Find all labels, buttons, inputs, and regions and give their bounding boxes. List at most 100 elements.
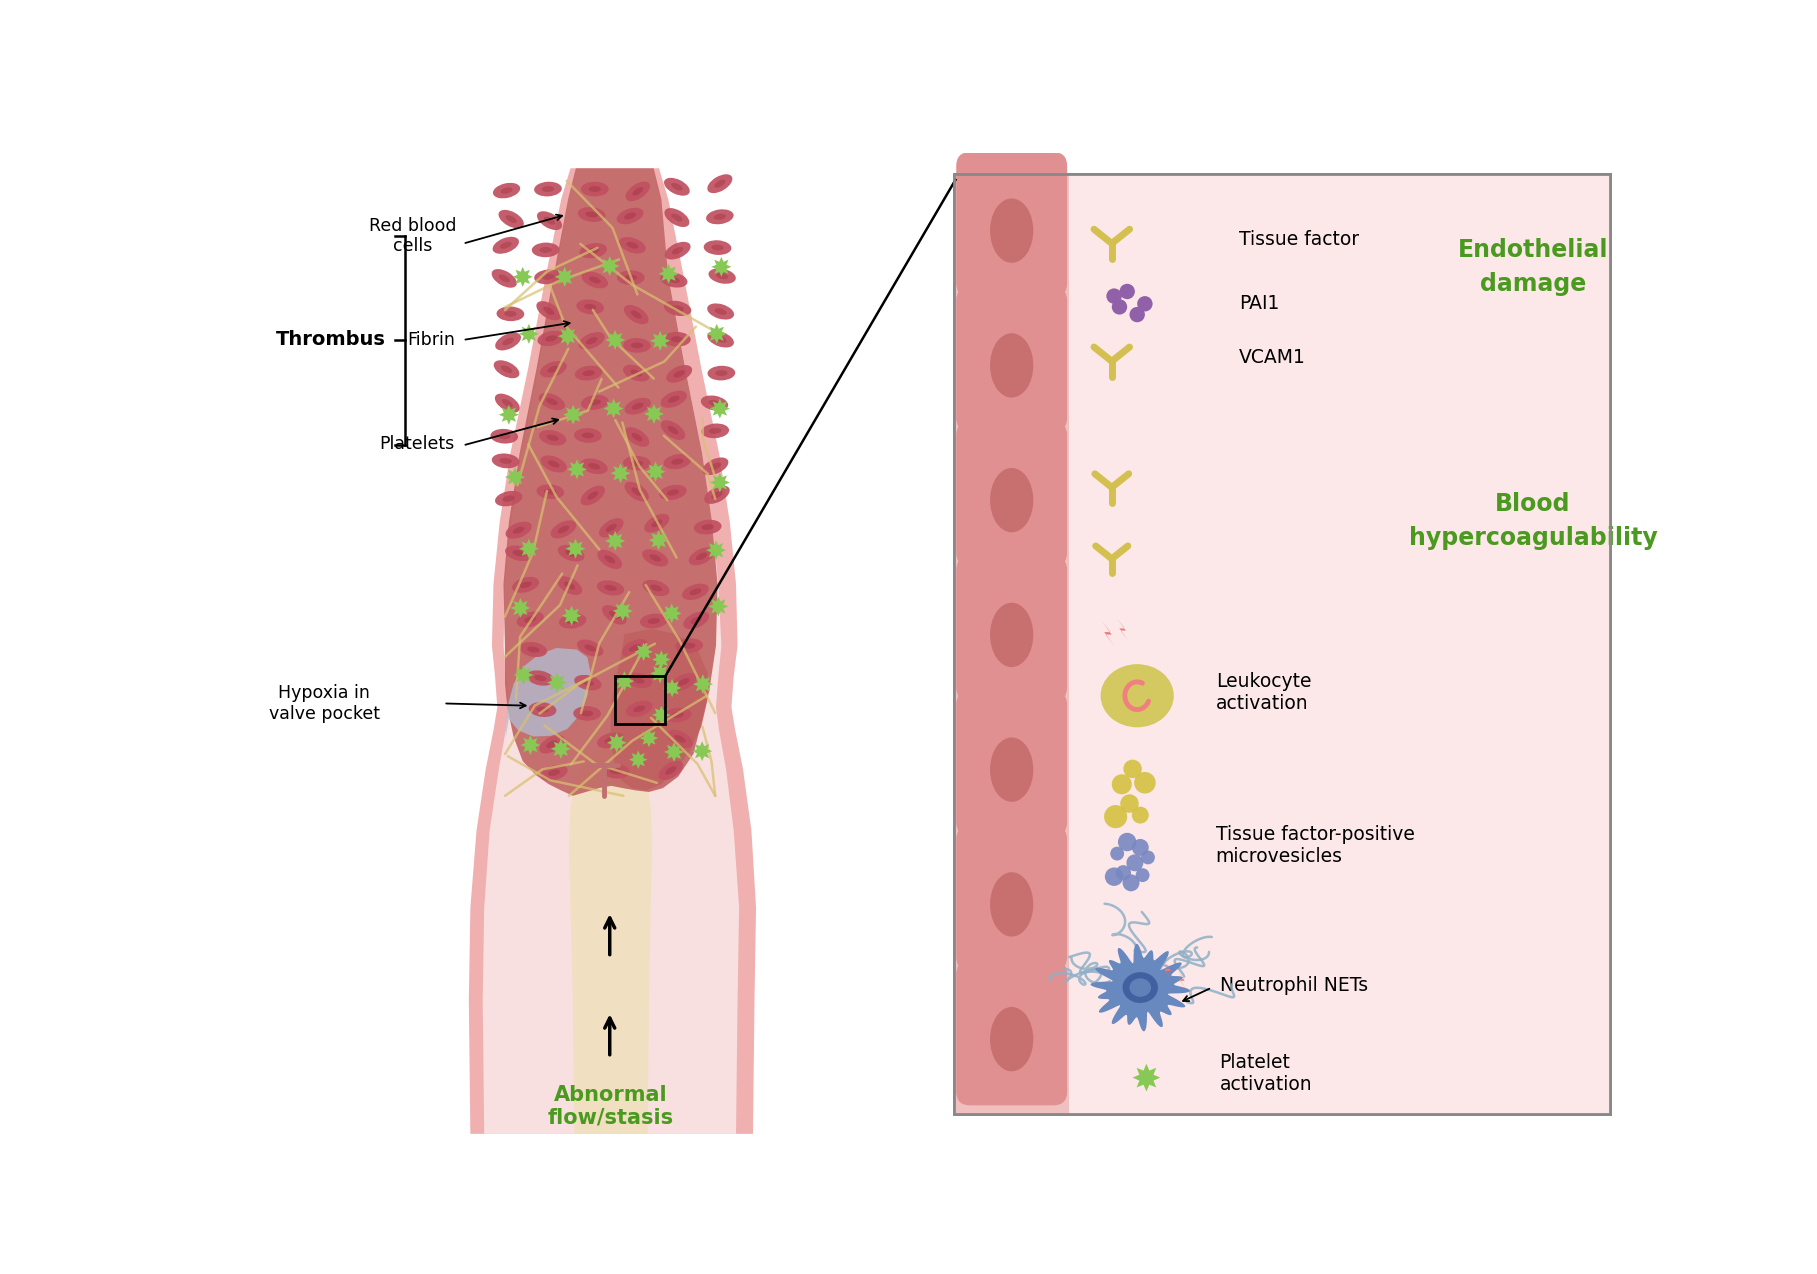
Ellipse shape (492, 237, 520, 254)
Ellipse shape (630, 488, 641, 496)
Ellipse shape (629, 645, 640, 652)
Ellipse shape (1112, 299, 1127, 315)
Polygon shape (611, 629, 707, 790)
Ellipse shape (990, 334, 1034, 397)
Bar (1070, 175, 1610, 1113)
Ellipse shape (660, 273, 687, 288)
Polygon shape (614, 671, 634, 691)
Ellipse shape (707, 175, 732, 194)
Ellipse shape (667, 489, 680, 496)
Ellipse shape (990, 468, 1034, 533)
Ellipse shape (663, 178, 690, 196)
Ellipse shape (1092, 345, 1096, 349)
Ellipse shape (990, 873, 1034, 936)
Ellipse shape (632, 433, 643, 441)
Polygon shape (640, 729, 658, 748)
Ellipse shape (1105, 805, 1127, 828)
Ellipse shape (494, 361, 520, 378)
Ellipse shape (990, 1006, 1034, 1071)
Polygon shape (692, 741, 712, 761)
Ellipse shape (667, 366, 692, 382)
Ellipse shape (567, 618, 580, 624)
Polygon shape (710, 473, 730, 493)
Polygon shape (661, 604, 681, 623)
Ellipse shape (601, 764, 630, 778)
Ellipse shape (667, 730, 692, 748)
Ellipse shape (707, 303, 734, 320)
Ellipse shape (492, 454, 520, 469)
Ellipse shape (601, 605, 627, 624)
Text: VCAM1: VCAM1 (1239, 348, 1306, 367)
Ellipse shape (669, 396, 680, 403)
Ellipse shape (585, 211, 598, 218)
Ellipse shape (990, 199, 1034, 262)
FancyBboxPatch shape (956, 826, 1067, 971)
Ellipse shape (707, 331, 734, 348)
Polygon shape (511, 598, 531, 618)
Ellipse shape (560, 614, 587, 628)
Ellipse shape (500, 457, 512, 464)
Ellipse shape (710, 462, 721, 470)
Ellipse shape (709, 428, 721, 434)
Ellipse shape (625, 275, 638, 280)
Ellipse shape (492, 183, 520, 199)
Ellipse shape (580, 243, 607, 259)
Ellipse shape (661, 420, 685, 440)
Text: Fibrin: Fibrin (407, 331, 454, 349)
Ellipse shape (541, 274, 554, 280)
Text: Endothelial
damage: Endothelial damage (1457, 238, 1608, 296)
Ellipse shape (1136, 868, 1150, 882)
Ellipse shape (583, 369, 594, 376)
Ellipse shape (543, 217, 556, 224)
Polygon shape (469, 168, 756, 1134)
Ellipse shape (498, 274, 511, 283)
Ellipse shape (503, 496, 514, 502)
Text: Tissue factor: Tissue factor (1239, 231, 1359, 250)
Ellipse shape (534, 269, 561, 284)
Ellipse shape (600, 519, 623, 538)
Ellipse shape (630, 311, 641, 318)
Ellipse shape (1130, 307, 1145, 322)
Text: Platelets: Platelets (380, 434, 454, 454)
Ellipse shape (574, 428, 601, 443)
FancyBboxPatch shape (956, 691, 1067, 836)
Text: Abnormal
flow/stasis: Abnormal flow/stasis (547, 1084, 674, 1127)
Ellipse shape (538, 331, 565, 347)
Ellipse shape (585, 645, 596, 651)
Ellipse shape (1107, 288, 1121, 303)
Ellipse shape (625, 397, 650, 414)
Ellipse shape (541, 764, 567, 781)
Ellipse shape (681, 583, 709, 600)
Ellipse shape (625, 427, 649, 447)
Ellipse shape (551, 520, 576, 539)
Ellipse shape (512, 577, 540, 592)
Ellipse shape (505, 215, 516, 223)
Ellipse shape (496, 307, 525, 321)
Ellipse shape (689, 589, 701, 595)
Ellipse shape (581, 711, 594, 716)
Polygon shape (567, 460, 587, 479)
Bar (616, 676, 665, 724)
Polygon shape (563, 405, 583, 424)
Polygon shape (650, 664, 670, 683)
Ellipse shape (1137, 296, 1152, 312)
Ellipse shape (663, 454, 690, 469)
Polygon shape (611, 464, 630, 483)
Ellipse shape (1117, 833, 1136, 851)
Ellipse shape (500, 187, 512, 194)
Ellipse shape (1123, 972, 1157, 1003)
Ellipse shape (630, 369, 641, 377)
Ellipse shape (547, 366, 560, 373)
Ellipse shape (565, 550, 578, 557)
FancyBboxPatch shape (956, 557, 1067, 701)
Polygon shape (605, 531, 625, 550)
Polygon shape (561, 605, 581, 626)
Polygon shape (505, 648, 591, 738)
Ellipse shape (707, 366, 736, 381)
Ellipse shape (540, 361, 567, 377)
Ellipse shape (494, 490, 521, 506)
Polygon shape (603, 399, 623, 419)
Ellipse shape (663, 333, 690, 347)
Ellipse shape (670, 214, 683, 222)
Polygon shape (605, 330, 625, 350)
